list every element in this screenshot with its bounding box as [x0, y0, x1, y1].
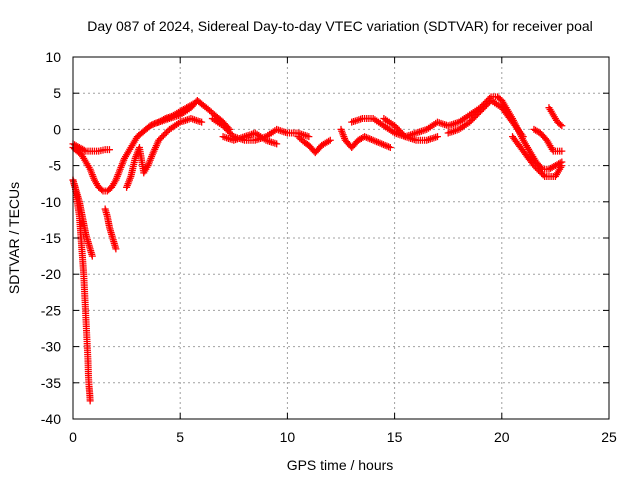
y-tick-label: -20: [41, 266, 61, 282]
data-point: [80, 146, 88, 154]
x-tick-label: 25: [601, 429, 617, 445]
y-tick-label: -5: [49, 158, 62, 174]
data-point: [530, 162, 538, 170]
data-point: [225, 128, 233, 136]
series-arc-d: [101, 205, 120, 253]
data-point: [536, 168, 544, 176]
data-point: [224, 126, 232, 134]
series-arc-dive: [69, 176, 94, 405]
data-point: [198, 118, 206, 126]
y-tick-label: -15: [41, 230, 61, 246]
x-tick-labels: 0 5 10 15 20 25: [69, 429, 617, 445]
data-point: [222, 125, 230, 133]
y-tick-label: 0: [53, 121, 61, 137]
x-tick-label: 0: [69, 429, 77, 445]
data-point: [470, 114, 478, 122]
data-point: [484, 100, 492, 108]
data-point: [533, 165, 541, 173]
data-point: [221, 123, 229, 131]
data-point: [112, 245, 120, 253]
series-arc-p: [545, 104, 566, 130]
data-point: [156, 135, 164, 143]
data-point: [475, 109, 483, 117]
chart-title: Day 087 of 2024, Sidereal Day-to-day VTE…: [87, 18, 593, 34]
data-point: [558, 122, 566, 130]
data-point: [398, 130, 406, 138]
data-point: [472, 112, 480, 120]
y-tick-label: -30: [41, 339, 61, 355]
y-axis-label: SDTVAR / TECUs: [6, 182, 22, 294]
x-axis-label: GPS time / hours: [287, 457, 394, 473]
data-point: [476, 107, 484, 115]
data-point: [159, 132, 167, 140]
data-point: [538, 169, 546, 177]
data-point: [482, 101, 490, 109]
series-arc-n: [509, 133, 566, 180]
data-point: [392, 123, 400, 131]
data-point: [558, 162, 566, 170]
data-point: [158, 133, 166, 141]
series-arc-o: [530, 125, 566, 155]
data-point: [88, 252, 96, 260]
y-tick-label: -25: [41, 302, 61, 318]
data-point: [519, 133, 527, 141]
data-point: [478, 106, 486, 114]
data-point: [305, 133, 313, 141]
data-point: [395, 126, 403, 134]
x-tick-label: 20: [494, 429, 510, 445]
data-point: [219, 122, 227, 130]
y-tick-labels: 10 5 0 -5 -10 -15 -20 -25 -30 -35 -40: [41, 49, 61, 427]
data-point: [466, 118, 474, 126]
y-tick-label: -35: [41, 375, 61, 391]
data-point: [469, 115, 477, 123]
series-arc-i: [294, 133, 334, 157]
data-point: [162, 129, 170, 137]
data-point: [105, 146, 113, 154]
data-point: [98, 186, 106, 194]
data-point: [386, 144, 394, 151]
plot-frame: [72, 56, 610, 420]
x-tick-label: 15: [387, 429, 403, 445]
data-point: [481, 103, 489, 111]
series-arc-l: [380, 115, 441, 144]
series-arc-g: [208, 115, 313, 144]
series-arc-j: [337, 125, 394, 151]
y-tick-label: 10: [45, 49, 61, 65]
data-point: [518, 131, 526, 139]
data-point: [556, 121, 564, 129]
data-point: [326, 136, 334, 144]
series-arc-h: [219, 129, 281, 148]
data-point: [391, 122, 399, 130]
data-point: [535, 166, 543, 174]
data-point: [467, 117, 475, 125]
data-point: [479, 104, 487, 112]
series-arc-m: [444, 96, 527, 141]
data-point: [273, 140, 281, 148]
data-point: [473, 110, 481, 118]
y-tick-label: -10: [41, 194, 61, 210]
y-tick-label: -40: [41, 411, 61, 427]
data-point: [539, 171, 547, 179]
data-point: [531, 163, 539, 171]
data-point: [86, 397, 94, 405]
y-tick-label: 5: [53, 85, 61, 101]
x-tick-label: 5: [176, 429, 184, 445]
data-point: [394, 125, 402, 133]
data-point: [161, 130, 169, 138]
series-arc-e: [123, 115, 206, 191]
series-arc-c: [69, 140, 113, 155]
data-point: [433, 133, 441, 141]
series-arc-k: [348, 93, 566, 173]
data-point: [155, 136, 163, 144]
data-point: [397, 128, 405, 136]
x-tick-label: 10: [280, 429, 296, 445]
data-point: [558, 147, 566, 155]
